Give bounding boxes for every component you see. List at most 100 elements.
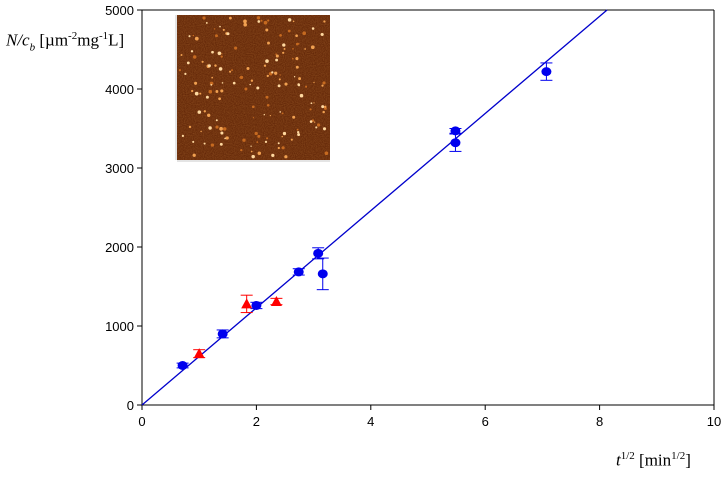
y-axis-unit-c: L] (108, 30, 125, 50)
y-axis-unit-b: mg (77, 30, 99, 50)
axes (141, 9, 715, 406)
circle-marker (450, 138, 461, 148)
afm-particle (256, 16, 261, 20)
afm-particle (222, 127, 227, 131)
afm-particle (279, 111, 282, 113)
afm-particle (264, 140, 268, 144)
x-tick-label: 8 (596, 414, 603, 429)
afm-particle (211, 50, 214, 54)
afm-particle (244, 87, 248, 91)
x-tick-label: 0 (138, 414, 145, 429)
afm-particle (316, 123, 321, 127)
afm-particle (200, 130, 202, 133)
afm-particle (199, 92, 202, 95)
afm-particle (257, 134, 261, 138)
afm-particle (254, 131, 258, 136)
afm-particle (202, 16, 206, 20)
data-point (250, 300, 263, 310)
afm-particle (192, 34, 195, 37)
afm-particle (197, 110, 202, 114)
data-marks (176, 62, 553, 370)
afm-particle (192, 140, 195, 143)
afm-particle (232, 81, 236, 85)
afm-particle (291, 57, 294, 60)
y-axis-var: N/c (6, 30, 30, 50)
afm-particle (219, 126, 223, 131)
afm-particle (290, 138, 293, 141)
afm-particle (239, 77, 241, 79)
afm-particle (221, 82, 224, 84)
afm-particle (210, 84, 213, 86)
afm-particle (282, 131, 287, 136)
x-axis-var: t (616, 450, 621, 470)
afm-particle (265, 95, 269, 99)
afm-particle (281, 135, 283, 138)
afm-particle (221, 53, 223, 55)
afm-particle (242, 138, 246, 142)
afm-particle (324, 105, 327, 109)
afm-particle (243, 22, 247, 27)
afm-particle (281, 146, 285, 150)
afm-particle (292, 115, 296, 119)
afm-particle (311, 27, 315, 30)
afm-particle (310, 102, 313, 105)
afm-particle (287, 18, 292, 22)
afm-particle (218, 97, 221, 101)
data-point (449, 133, 462, 152)
afm-particle (298, 43, 300, 45)
afm-particle (263, 64, 267, 67)
afm-particle (192, 153, 196, 157)
afm-particle (297, 84, 301, 87)
data-point (240, 294, 253, 314)
data-point (193, 348, 206, 359)
afm-particle (313, 121, 316, 123)
data-point (292, 267, 305, 277)
y-tick-label: 0 (127, 398, 134, 413)
afm-particle (305, 85, 308, 88)
y-axis-var-sub: b (29, 41, 36, 54)
afm-particle (219, 25, 221, 28)
circle-marker (293, 267, 304, 277)
afm-particle (215, 125, 219, 129)
afm-particle (186, 61, 190, 65)
afm-particle (184, 72, 187, 76)
afm-particle (205, 95, 209, 99)
afm-particle (309, 108, 312, 111)
afm-particle (220, 89, 224, 93)
x-tick-label: 4 (367, 414, 374, 429)
afm-particle (297, 131, 300, 134)
afm-particle (246, 66, 250, 71)
afm-particle (214, 64, 217, 67)
afm-particle (298, 77, 302, 81)
data-point (216, 329, 229, 339)
afm-particle (313, 102, 315, 104)
afm-particle (265, 59, 269, 63)
afm-particle (321, 105, 325, 109)
afm-particle (266, 137, 269, 140)
afm-particle (277, 84, 281, 88)
afm-particle (287, 29, 291, 33)
afm-particle (277, 146, 280, 150)
afm-particle (267, 41, 270, 45)
y-tick-label: 5000 (105, 3, 134, 18)
triangle-marker (241, 298, 253, 309)
afm-particle (222, 28, 225, 31)
afm-particle (191, 89, 194, 93)
circle-marker (317, 269, 328, 279)
circle-marker (217, 329, 228, 339)
afm-particle (234, 46, 238, 50)
afm-particle (295, 42, 299, 46)
afm-particle (243, 19, 247, 24)
y-axis-unit-a: [µm (39, 30, 69, 50)
afm-particle (194, 81, 198, 85)
x-axis-unit-exp: 1/2 (671, 450, 686, 462)
afm-particle (279, 34, 282, 37)
afm-particle (194, 36, 199, 41)
afm-particle (256, 141, 259, 143)
afm-particle (275, 54, 279, 58)
afm-particle (295, 65, 299, 69)
x-axis-unit-open: [min (639, 450, 672, 470)
afm-particle (284, 155, 288, 159)
afm-particle (257, 151, 262, 156)
